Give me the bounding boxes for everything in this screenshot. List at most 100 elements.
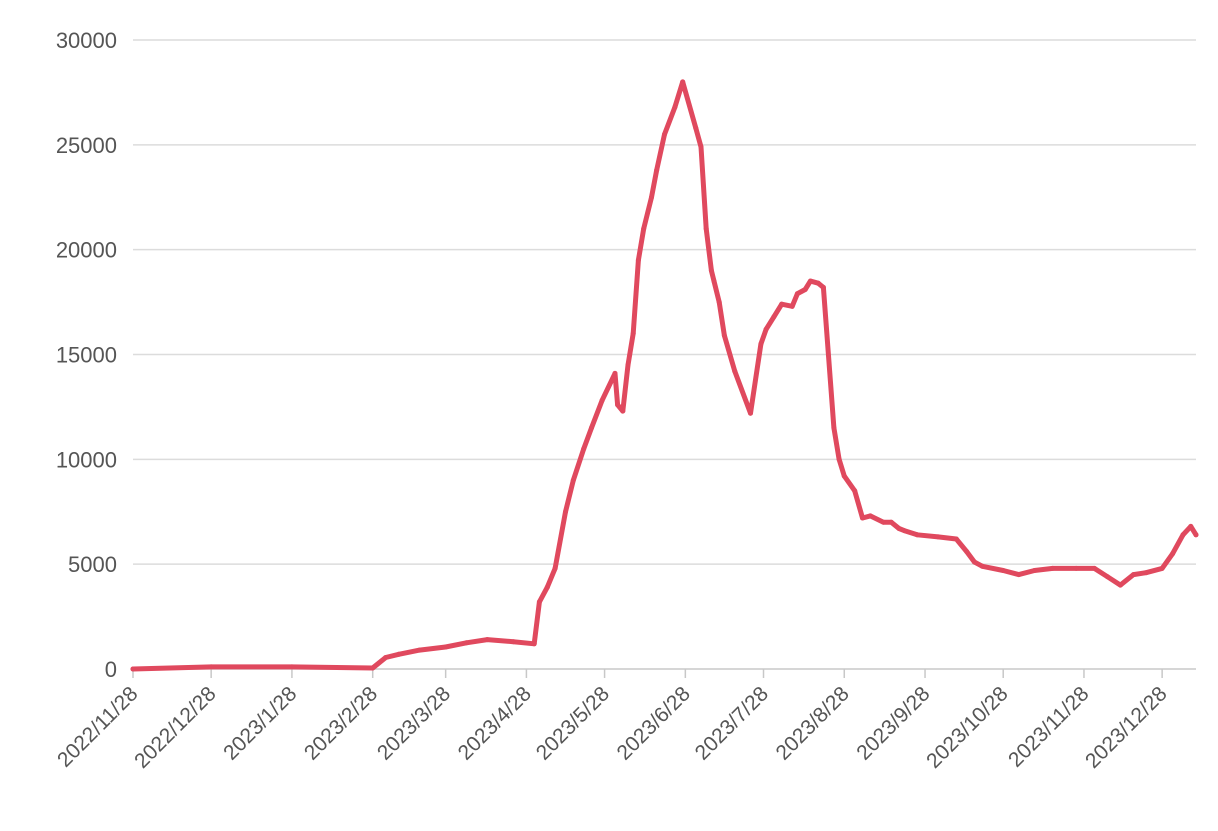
data-point xyxy=(1050,565,1056,571)
data-point xyxy=(680,79,686,85)
data-point xyxy=(1032,568,1037,573)
data-point xyxy=(1091,565,1097,571)
x-tick-label: 2022/12/28 xyxy=(130,682,221,773)
y-tick-label: 0 xyxy=(105,657,117,682)
data-point xyxy=(1188,523,1194,529)
x-axis: 2022/11/282022/12/282023/1/282023/2/2820… xyxy=(53,668,1196,773)
x-tick-label: 2023/9/28 xyxy=(852,682,934,764)
y-tick-label: 20000 xyxy=(56,238,117,263)
data-point xyxy=(901,528,907,534)
data-point xyxy=(807,278,813,284)
data-point xyxy=(698,144,704,150)
data-point xyxy=(649,194,654,200)
data-point xyxy=(1159,565,1165,571)
data-point xyxy=(1104,574,1110,580)
data-point xyxy=(935,534,941,540)
data-point xyxy=(654,167,660,173)
data-point xyxy=(852,488,858,494)
data-point xyxy=(544,584,550,590)
data-point xyxy=(612,370,618,376)
data-point xyxy=(208,664,214,670)
data-point xyxy=(880,519,886,525)
data-point xyxy=(794,291,800,297)
data-point xyxy=(370,665,376,671)
data-point xyxy=(758,341,764,347)
data-point xyxy=(662,131,667,137)
data-point xyxy=(703,226,709,232)
data-point xyxy=(860,515,865,521)
x-tick-label: 2023/7/28 xyxy=(691,682,773,764)
y-tick-label: 5000 xyxy=(68,552,117,577)
data-point xyxy=(443,644,449,650)
y-axis: 0 5000 10000 15000 20000 25000 30000 xyxy=(56,28,117,682)
data-point xyxy=(763,326,769,332)
y-tick-label: 25000 xyxy=(56,133,117,158)
data-point xyxy=(615,402,621,408)
x-tick-label: 2023/1/28 xyxy=(219,682,301,764)
data-point xyxy=(831,425,837,431)
x-tick-label: 2023/6/28 xyxy=(613,682,695,764)
data-point xyxy=(964,549,970,555)
data-point xyxy=(888,519,894,525)
data-point xyxy=(836,456,842,462)
data-point xyxy=(716,299,722,305)
x-tick-label: 2023/10/28 xyxy=(922,682,1013,773)
data-point xyxy=(896,526,902,531)
data-point xyxy=(570,477,576,483)
data-point xyxy=(599,398,605,404)
data-point xyxy=(1117,582,1123,588)
data-point xyxy=(620,408,626,414)
data-point xyxy=(552,565,558,571)
y-tick-label: 30000 xyxy=(56,28,117,53)
data-point xyxy=(383,655,389,660)
data-point xyxy=(581,446,587,452)
data-point xyxy=(130,666,136,672)
data-point xyxy=(635,257,641,263)
x-tick-label: 2023/12/28 xyxy=(1081,682,1172,773)
data-point xyxy=(1193,532,1199,538)
data-point xyxy=(748,410,753,416)
data-point xyxy=(536,599,542,605)
data-point xyxy=(789,303,795,309)
data-point xyxy=(625,362,631,368)
data-point xyxy=(802,287,808,292)
x-tick-label: 2023/2/28 xyxy=(300,682,382,764)
data-point xyxy=(672,104,678,110)
data-point xyxy=(1131,572,1136,578)
x-tick-label: 2023/4/28 xyxy=(454,682,536,764)
data-point xyxy=(732,368,738,374)
data-point xyxy=(708,268,714,274)
data-point xyxy=(779,301,785,307)
data-point xyxy=(914,532,920,538)
data-point xyxy=(711,278,717,284)
data-point xyxy=(464,640,469,646)
data-point xyxy=(693,125,699,131)
data-point xyxy=(815,280,821,286)
data-point xyxy=(289,664,295,670)
y-tick-label: 15000 xyxy=(56,343,117,368)
data-point xyxy=(531,641,537,647)
data-point xyxy=(820,284,826,290)
x-tick-label: 2023/3/28 xyxy=(373,682,455,764)
data-point xyxy=(979,563,985,569)
data-point xyxy=(589,425,594,431)
data-point xyxy=(972,559,977,565)
gridlines xyxy=(133,39,1196,565)
data-point xyxy=(1170,551,1176,557)
series-layer xyxy=(130,79,1199,672)
data-point xyxy=(510,639,516,645)
data-point xyxy=(1000,568,1006,573)
x-tick-label: 2023/8/28 xyxy=(771,682,853,764)
data-point xyxy=(396,651,402,657)
data-point xyxy=(721,333,727,339)
x-tick-label: 2023/5/28 xyxy=(532,682,614,764)
data-point xyxy=(1016,572,1022,578)
data-point xyxy=(1180,532,1186,538)
data-point xyxy=(630,331,636,336)
data-point xyxy=(484,637,490,643)
data-point xyxy=(771,314,777,320)
data-point xyxy=(641,226,647,232)
y-tick-label: 10000 xyxy=(56,447,117,472)
series-line-0 xyxy=(130,79,1199,672)
